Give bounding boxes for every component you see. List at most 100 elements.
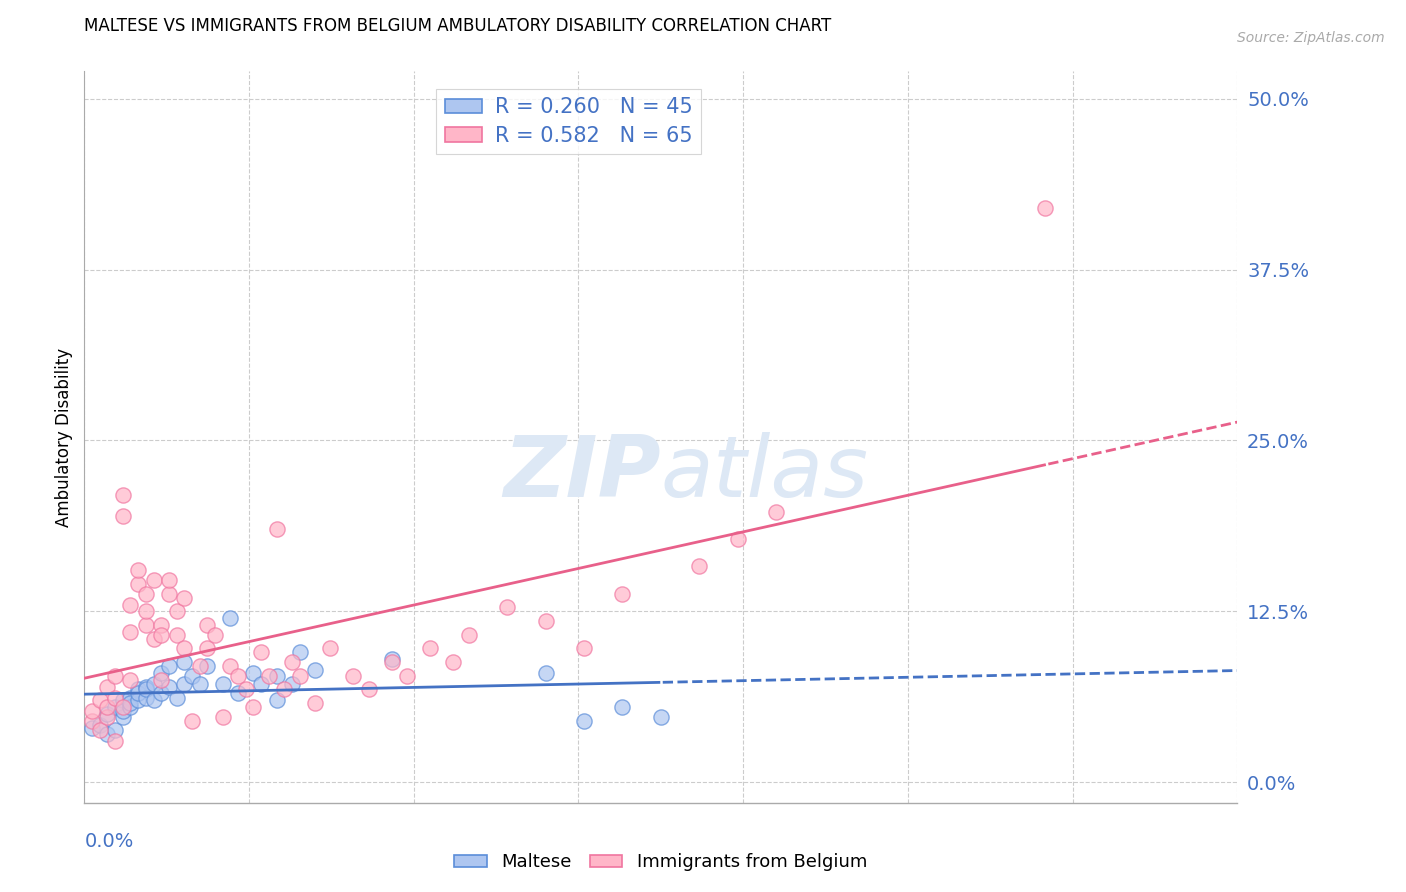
Point bbox=[96, 727, 118, 741]
Point bbox=[273, 682, 295, 697]
Point bbox=[142, 677, 165, 691]
Legend: Maltese, Immigrants from Belgium: Maltese, Immigrants from Belgium bbox=[447, 847, 875, 879]
Point bbox=[89, 723, 111, 738]
Point bbox=[96, 706, 118, 721]
Text: 0.0%: 0.0% bbox=[84, 832, 134, 851]
Point bbox=[80, 714, 103, 728]
Point bbox=[135, 682, 157, 697]
Text: MALTESE VS IMMIGRANTS FROM BELGIUM AMBULATORY DISABILITY CORRELATION CHART: MALTESE VS IMMIGRANTS FROM BELGIUM AMBUL… bbox=[84, 17, 831, 35]
Text: atlas: atlas bbox=[661, 432, 869, 516]
Point bbox=[181, 714, 204, 728]
Point bbox=[104, 734, 127, 748]
Point bbox=[120, 673, 142, 687]
Point bbox=[188, 677, 211, 691]
Point bbox=[104, 700, 127, 714]
Point bbox=[727, 532, 749, 546]
Point bbox=[104, 723, 127, 738]
Point bbox=[266, 522, 288, 536]
Point bbox=[257, 668, 280, 682]
Point bbox=[157, 573, 180, 587]
Point bbox=[135, 680, 157, 694]
Point bbox=[166, 604, 188, 618]
Point bbox=[111, 700, 134, 714]
Point bbox=[396, 668, 419, 682]
Point bbox=[120, 696, 142, 710]
Point bbox=[441, 655, 464, 669]
Point bbox=[266, 693, 288, 707]
Point bbox=[195, 618, 218, 632]
Point bbox=[173, 591, 195, 605]
Point bbox=[89, 693, 111, 707]
Point bbox=[496, 600, 519, 615]
Point bbox=[381, 655, 404, 669]
Point bbox=[534, 665, 557, 680]
Point bbox=[96, 709, 118, 723]
Legend: R = 0.260   N = 45, R = 0.582   N = 65: R = 0.260 N = 45, R = 0.582 N = 65 bbox=[436, 89, 700, 154]
Point bbox=[266, 668, 288, 682]
Point bbox=[142, 573, 165, 587]
Point bbox=[150, 665, 173, 680]
Point bbox=[166, 690, 188, 705]
Point bbox=[111, 709, 134, 723]
Text: ZIP: ZIP bbox=[503, 432, 661, 516]
Point bbox=[342, 668, 364, 682]
Point bbox=[157, 680, 180, 694]
Point bbox=[127, 686, 149, 700]
Point bbox=[150, 627, 173, 641]
Point bbox=[204, 627, 226, 641]
Point bbox=[288, 645, 311, 659]
Point bbox=[211, 677, 233, 691]
Point bbox=[127, 693, 149, 707]
Point bbox=[127, 682, 149, 697]
Point bbox=[150, 673, 173, 687]
Point bbox=[157, 586, 180, 600]
Point bbox=[250, 645, 273, 659]
Point bbox=[111, 704, 134, 718]
Point bbox=[142, 632, 165, 646]
Point bbox=[96, 700, 118, 714]
Point bbox=[319, 641, 342, 656]
Point bbox=[173, 677, 195, 691]
Point bbox=[688, 559, 710, 574]
Point bbox=[281, 677, 304, 691]
Point bbox=[235, 682, 257, 697]
Point bbox=[226, 668, 249, 682]
Point bbox=[80, 721, 103, 735]
Point bbox=[150, 686, 173, 700]
Point bbox=[142, 693, 165, 707]
Point bbox=[80, 704, 103, 718]
Point bbox=[650, 709, 672, 723]
Point bbox=[166, 627, 188, 641]
Point bbox=[89, 718, 111, 732]
Point bbox=[242, 700, 264, 714]
Point bbox=[572, 714, 595, 728]
Point bbox=[135, 586, 157, 600]
Point bbox=[1033, 201, 1056, 215]
Point bbox=[226, 686, 249, 700]
Point bbox=[150, 618, 173, 632]
Point bbox=[104, 668, 127, 682]
Point bbox=[250, 677, 273, 691]
Point bbox=[419, 641, 441, 656]
Point bbox=[188, 659, 211, 673]
Point bbox=[96, 680, 118, 694]
Point bbox=[195, 641, 218, 656]
Point bbox=[111, 488, 134, 502]
Point bbox=[304, 696, 326, 710]
Point bbox=[765, 505, 787, 519]
Point bbox=[181, 668, 204, 682]
Point bbox=[135, 618, 157, 632]
Point bbox=[242, 665, 264, 680]
Point bbox=[173, 641, 195, 656]
Point bbox=[120, 690, 142, 705]
Point bbox=[572, 641, 595, 656]
Point bbox=[381, 652, 404, 666]
Point bbox=[219, 611, 242, 625]
Point bbox=[281, 655, 304, 669]
Text: Source: ZipAtlas.com: Source: ZipAtlas.com bbox=[1237, 31, 1385, 45]
Point bbox=[127, 577, 149, 591]
Point bbox=[104, 690, 127, 705]
Point bbox=[135, 690, 157, 705]
Point bbox=[173, 655, 195, 669]
Point bbox=[195, 659, 218, 673]
